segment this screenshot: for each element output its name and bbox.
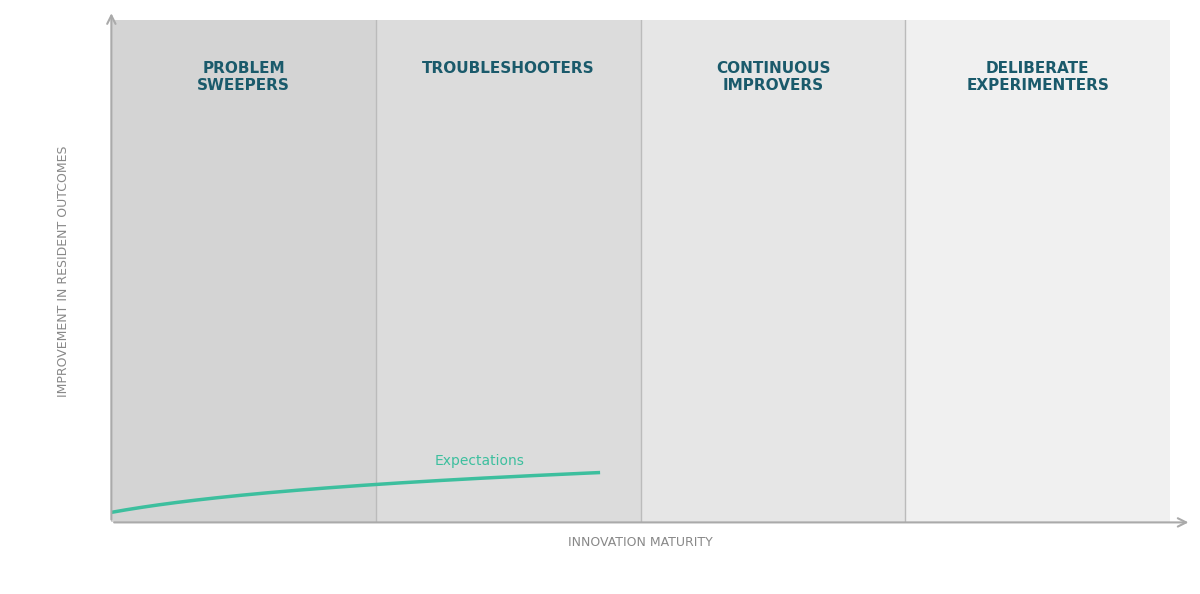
Text: IMPROVEMENT IN RESIDENT OUTCOMES: IMPROVEMENT IN RESIDENT OUTCOMES: [58, 146, 71, 397]
Bar: [641, 20, 905, 522]
Text: CONTINUOUS
IMPROVERS: CONTINUOUS IMPROVERS: [716, 61, 830, 93]
Text: DELIBERATE
EXPERIMENTERS: DELIBERATE EXPERIMENTERS: [966, 61, 1109, 93]
Bar: [376, 20, 641, 522]
Bar: [112, 20, 376, 522]
Text: PROBLEM
SWEEPERS: PROBLEM SWEEPERS: [197, 61, 290, 93]
X-axis label: INNOVATION MATURITY: INNOVATION MATURITY: [569, 536, 713, 549]
Text: Expectations: Expectations: [434, 454, 524, 467]
Text: TROUBLESHOOTERS: TROUBLESHOOTERS: [422, 61, 595, 75]
Bar: [905, 20, 1170, 522]
